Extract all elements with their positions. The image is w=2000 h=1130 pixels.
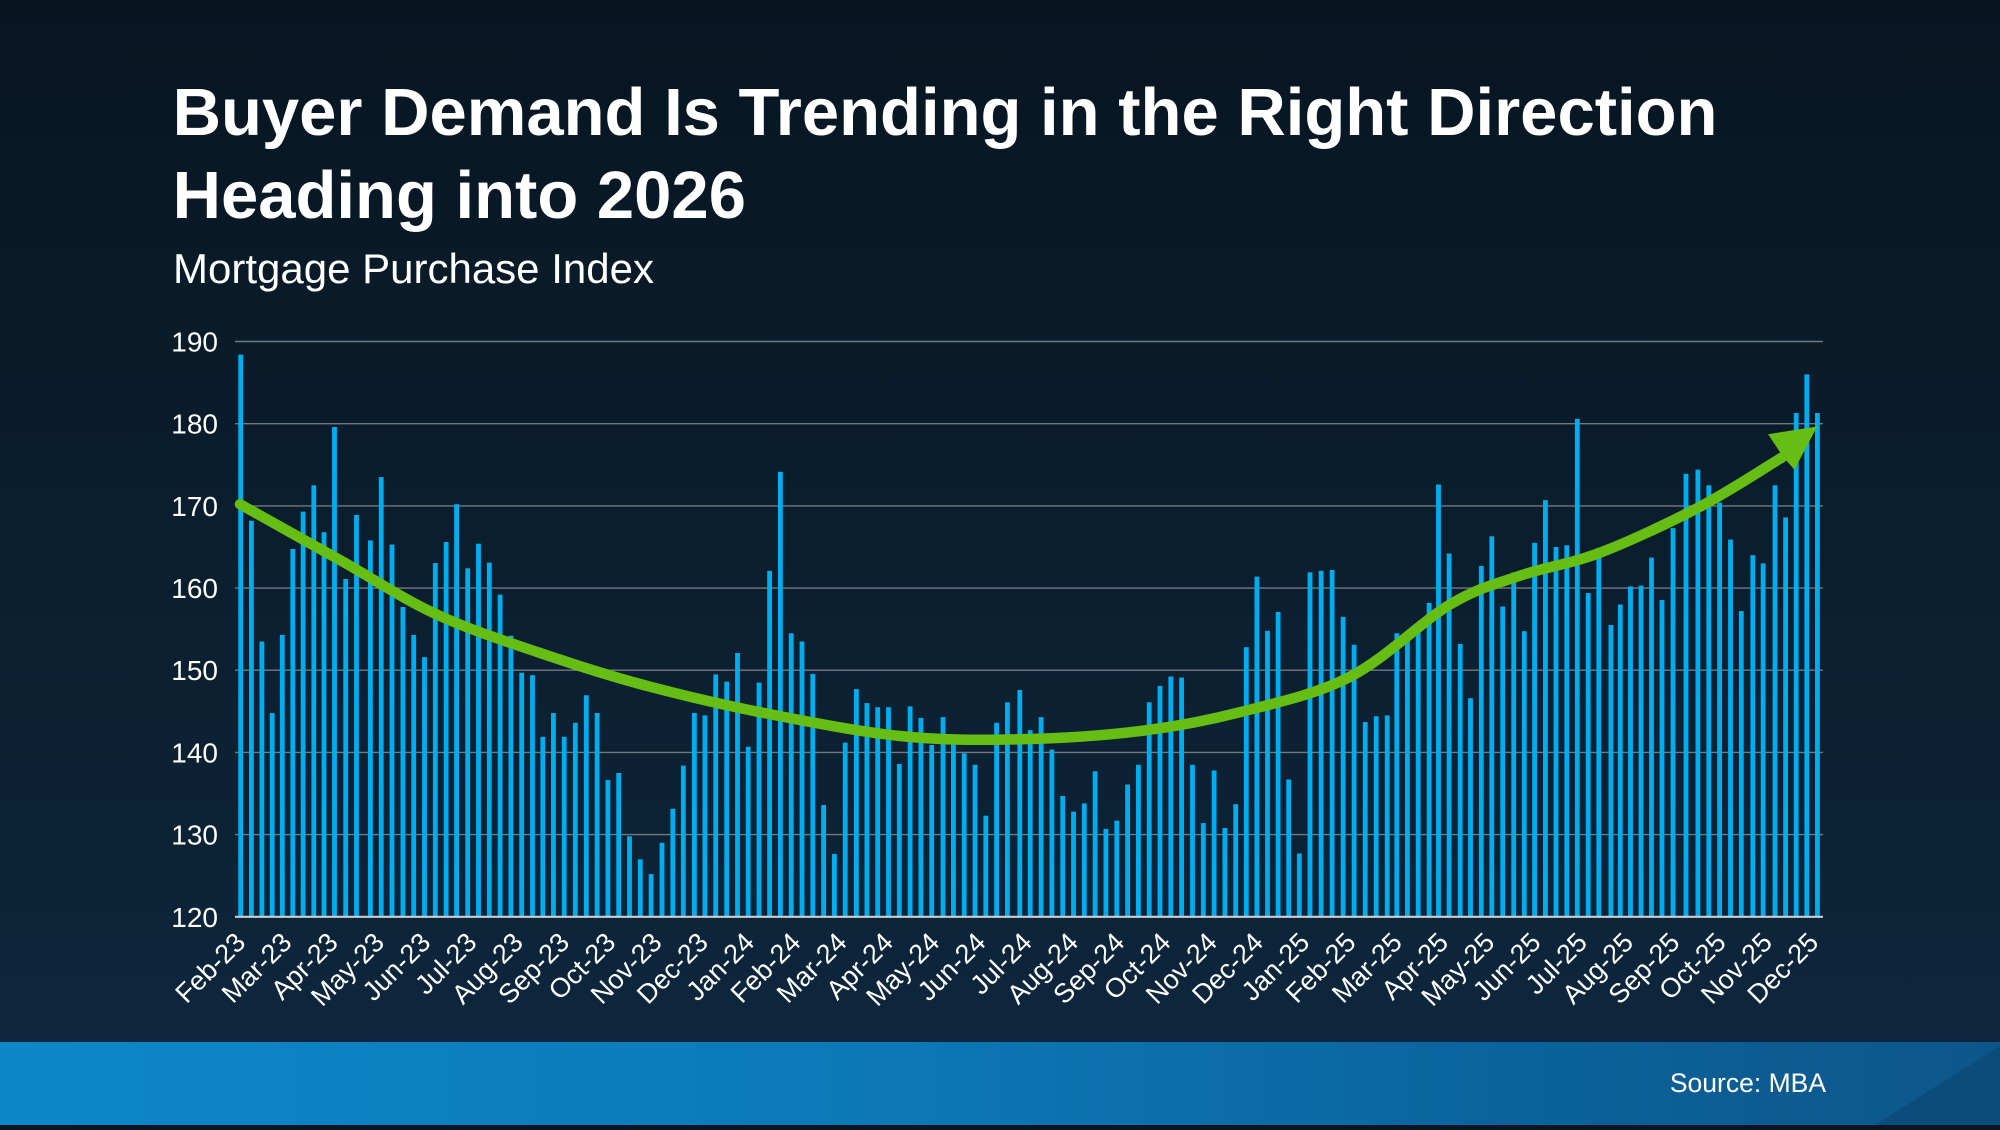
svg-text:170: 170: [171, 491, 218, 522]
svg-text:Buyer Demand Is Trending in th: Buyer Demand Is Trending in the Right Di…: [173, 75, 1718, 150]
svg-text:120: 120: [171, 902, 218, 933]
svg-text:150: 150: [171, 655, 218, 686]
svg-text:Mortgage Purchase Index: Mortgage Purchase Index: [173, 245, 654, 292]
svg-text:160: 160: [171, 573, 218, 604]
svg-text:Heading into 2026: Heading into 2026: [173, 158, 746, 233]
svg-text:140: 140: [171, 737, 218, 768]
svg-text:130: 130: [171, 820, 218, 851]
svg-text:180: 180: [171, 409, 218, 440]
svg-text:Source: MBA: Source: MBA: [1670, 1068, 1826, 1098]
svg-text:190: 190: [171, 327, 218, 358]
